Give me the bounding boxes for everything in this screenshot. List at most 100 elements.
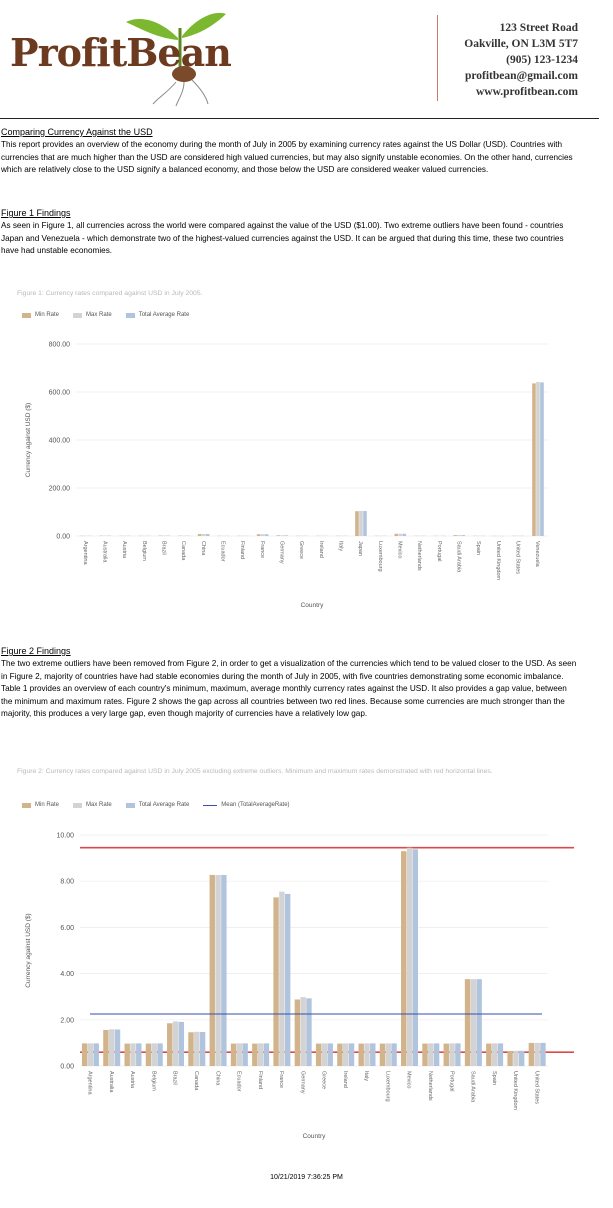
x-tick-label: Luxembourg (377, 541, 383, 572)
x-tick-label: China (200, 541, 206, 556)
bar (364, 1043, 370, 1066)
bar (402, 533, 407, 536)
y-tick-label: 200.00 (49, 486, 71, 493)
bar (284, 893, 291, 1066)
x-tick-label: China (214, 1071, 220, 1086)
bar (476, 979, 482, 1066)
bar (507, 1050, 513, 1066)
bar (236, 1043, 243, 1066)
footer-timestamp: 10/21/2019 7:36:25 PM (270, 1174, 343, 1181)
bar (464, 979, 471, 1066)
x-tick-label: Italy (338, 541, 344, 551)
bar (363, 511, 367, 536)
bar (443, 1043, 449, 1066)
y-tick-label: 6.00 (60, 925, 74, 932)
legend-min-rate: Min Rate (22, 802, 59, 808)
legend-average-rate: Total Average Rate (125, 312, 189, 318)
x-tick-label: Ireland (342, 1071, 348, 1088)
y-tick-label: 600.00 (49, 390, 71, 397)
bar (528, 1042, 535, 1066)
bar (130, 1043, 136, 1066)
x-tick-label: Ireland (318, 541, 324, 558)
bar (273, 897, 279, 1066)
bar (306, 998, 312, 1066)
profitbean-logo: ProfitBean (8, 8, 232, 108)
bar (103, 1029, 109, 1066)
x-tick-label: Germany (299, 1071, 305, 1094)
x-tick-label: Canada (180, 541, 186, 561)
bar (406, 847, 413, 1066)
x-tick-label: Austria (121, 541, 127, 559)
bar (327, 1043, 333, 1066)
x-tick-label: United Kingdom (495, 541, 501, 581)
header-rule (0, 118, 599, 119)
intro-title: Comparing Currency Against the USD (1, 127, 153, 137)
x-axis-label: Country (301, 602, 325, 609)
y-tick-label: 800.00 (49, 342, 71, 349)
figure2-caption: Figure 2: Currency rates compared agains… (17, 768, 493, 775)
x-tick-label: Mexico (397, 541, 403, 558)
x-tick-label: Belgium (150, 1071, 156, 1091)
bar (205, 534, 210, 536)
bar (370, 1043, 376, 1066)
bar (252, 1043, 258, 1066)
x-tick-label: Australia (108, 1071, 114, 1093)
bar (279, 891, 285, 1066)
x-tick-label: Argentina (82, 541, 88, 565)
x-tick-label: Australia (102, 541, 108, 563)
x-tick-label: Mexico (406, 1071, 412, 1088)
bar (276, 535, 281, 536)
x-tick-label: Netherlands (427, 1071, 433, 1101)
bar (151, 1043, 157, 1066)
bar (391, 1043, 397, 1066)
x-tick-label: Japan (357, 541, 363, 556)
figure1-caption: Figure 1: Currency rates compared agains… (17, 290, 203, 297)
x-tick-label: Germany (279, 541, 285, 564)
x-tick-label: Saudi Arabia (470, 1071, 476, 1103)
bar (294, 999, 301, 1066)
y-tick-label: 0.00 (60, 1064, 74, 1071)
bar (379, 1043, 386, 1066)
header-divider (437, 15, 438, 101)
figure2-chart: 0.00 2.00 4.00 6.00 8.00 10.00 Argentina Austra… (25, 833, 574, 1140)
bar (136, 1043, 142, 1066)
bar (114, 1029, 121, 1066)
bar (263, 1043, 270, 1066)
x-tick-label: Saudi Arabia (456, 541, 462, 573)
x-axis-label: Country (303, 1133, 327, 1140)
bar (518, 1050, 525, 1066)
legend-average-rate: Total Average Rate (125, 802, 189, 808)
bar (109, 1029, 115, 1066)
x-tick-label: Ecuador (236, 1071, 242, 1092)
bar (81, 1043, 88, 1066)
address-email: profitbean@gmail.com (464, 70, 578, 82)
bar (513, 1050, 519, 1066)
x-tick-label: Brazil (172, 1071, 178, 1085)
bar (343, 1043, 349, 1066)
address-city: Oakville, ON L3M 5T7 (464, 38, 578, 50)
y-tick-label: 0.00 (56, 534, 70, 541)
bar (260, 534, 265, 536)
bar (321, 1043, 328, 1066)
bar (422, 1043, 428, 1066)
x-tick-label: Venezuela (534, 541, 540, 568)
legend-min-rate: Min Rate (22, 312, 59, 318)
bar (540, 382, 544, 536)
bar (491, 1043, 498, 1066)
x-tick-label: Finland (257, 1071, 263, 1089)
bar (194, 1031, 200, 1066)
brand-name: ProfitBean (10, 30, 232, 75)
bar (359, 510, 363, 536)
bar (455, 1043, 461, 1066)
bar (453, 535, 458, 536)
x-tick-label: United States (533, 1071, 539, 1104)
bar (385, 1043, 391, 1066)
bar (242, 1043, 248, 1066)
x-tick-label: Ecuador (220, 541, 226, 562)
address-website: www.profitbean.com (475, 86, 578, 98)
y-axis-label: Currency against USD ($) (25, 403, 32, 477)
bar (256, 534, 261, 536)
bar (536, 381, 540, 536)
bar (358, 1043, 364, 1066)
x-tick-label: Greece (321, 1071, 327, 1089)
